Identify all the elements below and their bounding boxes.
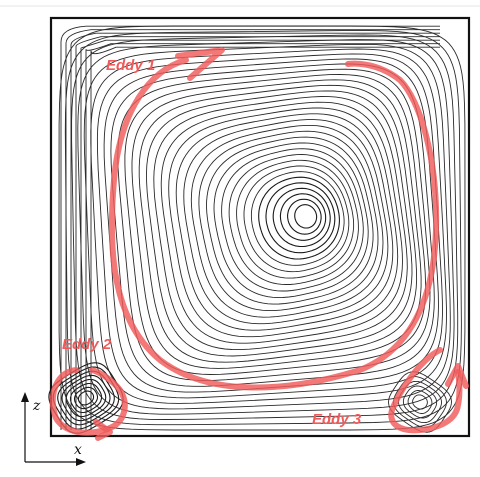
streamline-primary	[175, 113, 394, 331]
streamline-primary	[279, 193, 327, 241]
eddy-1-loop	[108, 57, 440, 391]
eddy-1-arrow	[175, 47, 225, 81]
eddy-3-label: Eddy 3	[312, 411, 362, 428]
cavity-frame	[49, 16, 471, 438]
streamline-eddy-3	[402, 385, 438, 419]
streamline-eddy-2	[69, 382, 103, 414]
streamline-eddy-2	[61, 374, 111, 422]
streamline-primary	[206, 136, 374, 305]
streamline-eddy-3	[412, 394, 428, 410]
streamline-primary	[213, 142, 369, 299]
streamline-primary	[90, 48, 447, 404]
streamline-primary	[228, 154, 359, 285]
eddy-annotations	[49, 47, 469, 441]
eddy-1-label: Eddy 1	[106, 57, 155, 74]
streamline-primary	[190, 124, 384, 318]
z-axis-arrow	[21, 392, 29, 402]
streamline-primary	[168, 107, 399, 338]
z-axis-label: z	[32, 398, 41, 414]
streamline-primary	[258, 176, 340, 260]
streamline-primary	[221, 148, 364, 292]
streamline-primary	[160, 101, 403, 344]
streamline-eddy-2	[65, 378, 107, 418]
eddy-2-label: Eddy 2	[62, 336, 112, 353]
streamline-primary	[236, 159, 355, 279]
streamline-primary	[138, 84, 418, 363]
streamline-primary	[64, 30, 462, 426]
streamline-primary	[294, 204, 318, 229]
streamline-primary	[117, 68, 431, 381]
streamline-eddy-3	[407, 390, 433, 414]
eddy-2-arrow	[93, 419, 113, 441]
eddy-3-arrow	[445, 363, 469, 389]
streamline-primary	[124, 74, 427, 375]
eddy-2-loop	[49, 367, 128, 436]
streamline-primary	[153, 96, 408, 351]
streamline-primary	[243, 165, 350, 273]
streamline-wall	[75, 36, 440, 430]
streamline-primary	[183, 119, 389, 325]
streamline-wall	[80, 39, 440, 430]
streamline-primary	[287, 198, 322, 235]
streamline-primary	[131, 79, 422, 369]
streamline-wall	[70, 32, 440, 430]
x-axis-label: x	[74, 442, 82, 458]
streamline-wall	[85, 43, 440, 430]
streamline-wall	[65, 29, 440, 430]
streamline-primary	[146, 90, 413, 357]
streamlines	[48, 25, 466, 434]
streamline-wall	[90, 46, 440, 430]
streamline-primary	[77, 39, 455, 415]
streamline-primary	[272, 187, 331, 248]
streamline-primary	[198, 130, 379, 312]
streamline-primary	[103, 58, 439, 393]
streamline-wall	[60, 25, 440, 430]
streamline-primary	[83, 43, 451, 410]
streamline-primary	[265, 182, 336, 254]
streamline-primary	[250, 171, 345, 266]
eddy-3-loop	[388, 347, 463, 434]
x-axis-arrow	[76, 458, 86, 466]
streamline-eddy-2	[77, 390, 95, 406]
axis-indicator: z x	[21, 392, 86, 466]
